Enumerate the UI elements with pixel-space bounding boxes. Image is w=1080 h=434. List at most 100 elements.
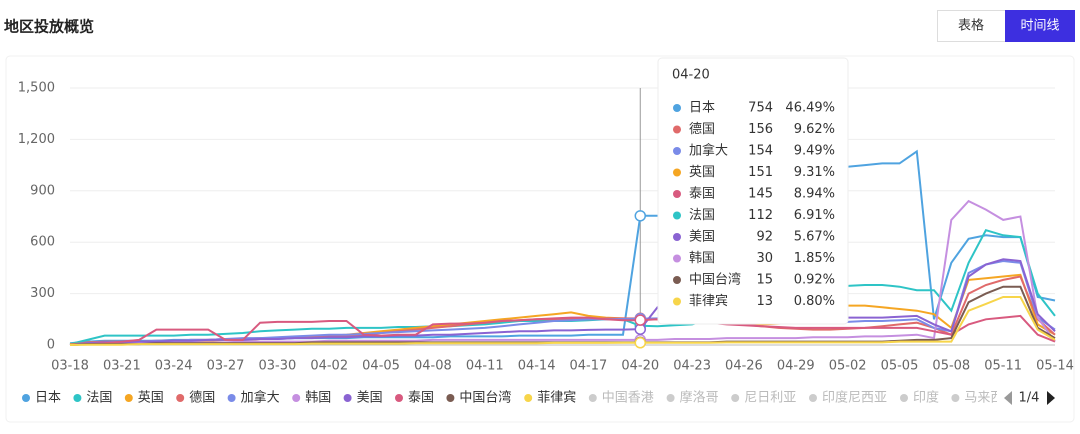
x-tick-label: 04-23	[673, 359, 711, 374]
legend-page: 1/4	[1019, 391, 1040, 406]
plot: 0 300 600 900 1,200 1,500 03-18 03-21 03-24 03-27…	[18, 81, 1074, 374]
y-tick-label: 900	[30, 183, 55, 198]
tooltip-marker	[673, 297, 681, 306]
legend-marker	[524, 394, 533, 402]
tooltip-name: 德国	[689, 122, 715, 137]
legend-marker	[343, 394, 352, 402]
legend-label: 德国	[189, 391, 215, 406]
tooltip-value: 13	[756, 294, 773, 309]
tooltip-name: 美国	[689, 230, 715, 245]
legend-label: 泰国	[408, 391, 434, 406]
tooltip-name: 日本	[689, 101, 715, 116]
tooltip-name: 加拿大	[689, 143, 728, 159]
legend-marker	[124, 394, 133, 402]
legend-label: 印度尼西亚	[822, 390, 887, 406]
tooltip-name: 中国台湾	[689, 272, 741, 288]
tooltip-value: 156	[748, 122, 773, 137]
button-label[interactable]: 时间线	[1020, 19, 1059, 34]
legend-marker	[292, 394, 301, 402]
tooltip-value: 145	[748, 187, 773, 202]
hover-point	[634, 337, 647, 349]
tooltip-marker	[673, 211, 681, 220]
x-tick-label: 04-11	[466, 359, 504, 374]
tooltip-box	[657, 57, 849, 325]
tooltip-value: 754	[748, 101, 773, 116]
table-button[interactable]	[937, 10, 1006, 42]
y-tick-label: 600	[30, 235, 55, 250]
legend-marker	[666, 394, 675, 402]
x-tick-label: 04-17	[570, 359, 608, 374]
tooltip-value: 151	[748, 165, 773, 180]
legend-label: 尼日利亚	[744, 391, 796, 406]
legend-marker	[951, 394, 960, 402]
series-line	[69, 314, 1056, 346]
tooltip-percent: 5.67%	[794, 230, 835, 245]
y-tick-label: 1,200	[18, 132, 55, 147]
legend-marker	[809, 394, 817, 402]
button-label[interactable]: 表格	[958, 18, 984, 34]
x-tick-label: 05-05	[881, 359, 919, 374]
legend-prev	[1004, 391, 1012, 405]
hover-point	[634, 314, 647, 326]
tooltip-name: 法国	[689, 208, 715, 223]
legend-label: 韩国	[305, 391, 331, 406]
tooltip-marker	[673, 254, 681, 263]
tooltip-marker	[673, 147, 681, 155]
legend-next	[1047, 391, 1055, 405]
legend-label: 法国	[86, 391, 112, 406]
tooltip-percent: 9.49%	[794, 144, 835, 159]
x-tick-label: 05-08	[932, 359, 970, 374]
x-tick-label: 04-14	[518, 359, 556, 374]
tooltip-percent: 0.92%	[794, 273, 835, 288]
series-line	[69, 296, 1056, 346]
tooltip-percent: 8.94%	[794, 187, 835, 202]
legend-label: 摩洛哥	[680, 390, 719, 406]
legend-marker	[227, 394, 236, 402]
legend-marker	[73, 394, 82, 402]
legend-marker	[446, 394, 455, 402]
tooltip-value: 15	[756, 273, 773, 288]
x-tick-label: 04-29	[777, 359, 815, 374]
legend-marker	[900, 394, 908, 402]
legend-label: 中国香港	[602, 391, 654, 406]
hover-point	[634, 210, 647, 222]
legend: 日本 法国 英国 德国 加拿大 韩国 美国 泰国 中国台湾 菲律宾 中国香港 摩洛哥 尼日利亚 印度尼西亚…	[22, 390, 1003, 406]
x-tick-label: 03-24	[155, 359, 193, 374]
tooltip-value: 112	[748, 208, 773, 223]
y-tick-label: 1,500	[18, 81, 55, 96]
timeline-button[interactable]	[1005, 10, 1075, 42]
x-tick-label: 03-27	[207, 359, 245, 374]
legend-label: 菲律宾	[537, 390, 576, 406]
legend-marker	[731, 394, 740, 402]
tooltip-percent: 9.31%	[794, 165, 835, 180]
tooltip-name: 英国	[689, 165, 715, 180]
legend-label: 印度	[913, 390, 939, 406]
y-tick-label: 300	[30, 286, 55, 301]
page-title: 地区投放概览	[4, 18, 94, 36]
legend-label: 美国	[357, 391, 383, 406]
x-tick-label: 05-02	[829, 359, 867, 374]
legend-label: 日本	[35, 391, 61, 406]
tooltip-percent: 1.85%	[794, 251, 835, 266]
tooltip-value: 154	[748, 144, 773, 159]
tooltip-value: 92	[756, 230, 773, 245]
tooltip-percent: 9.62%	[794, 122, 835, 137]
legend-label: 加拿大	[241, 390, 280, 406]
tooltip-value: 30	[756, 251, 773, 266]
x-tick-label: 04-02	[310, 359, 348, 374]
x-tick-label: 03-18	[51, 359, 89, 374]
legend-marker	[176, 394, 185, 402]
tooltip-marker	[673, 168, 681, 177]
x-tick-label: 04-20	[621, 359, 659, 374]
legend-marker	[588, 394, 597, 402]
tooltip-title: 04-20	[672, 68, 710, 83]
series-line	[69, 199, 1056, 346]
tooltip-marker	[673, 104, 681, 112]
tooltip-marker	[673, 276, 681, 284]
x-tick-label: 05-11	[984, 359, 1022, 374]
tooltip-marker	[673, 190, 681, 198]
tooltip: 04-20 日本 754 46.49% 德国 156 9.62% 加拿大 154 9.49% 英国 1…	[657, 57, 849, 325]
legend-label: 马来西	[964, 391, 1003, 406]
tooltip-name: 韩国	[689, 251, 715, 266]
